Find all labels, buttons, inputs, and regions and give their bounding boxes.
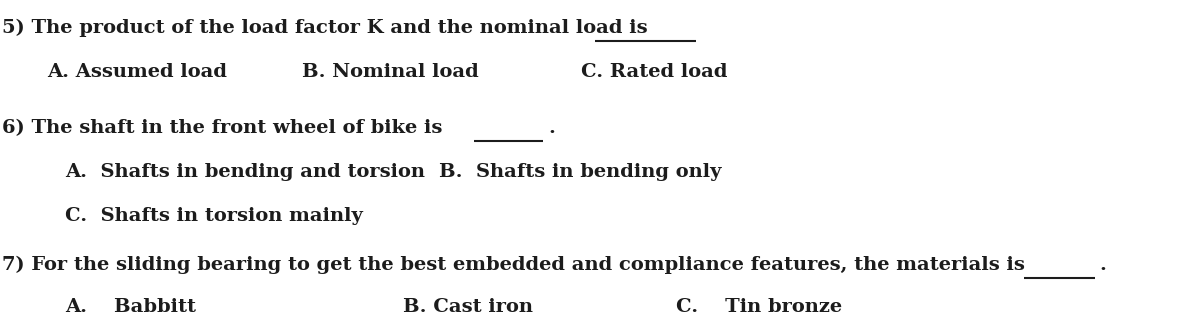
- Text: C.  Shafts in torsion mainly: C. Shafts in torsion mainly: [65, 207, 363, 225]
- Text: A.    Babbitt: A. Babbitt: [65, 298, 196, 314]
- Text: C.    Tin bronze: C. Tin bronze: [676, 298, 842, 314]
- Text: 7) For the sliding bearing to get the best embedded and compliance features, the: 7) For the sliding bearing to get the be…: [2, 256, 1025, 274]
- Text: .: .: [1099, 256, 1107, 274]
- Text: C. Rated load: C. Rated load: [581, 63, 728, 81]
- Text: 5) The product of the load factor K and the nominal load is: 5) The product of the load factor K and …: [2, 19, 648, 37]
- Text: B.  Shafts in bending only: B. Shafts in bending only: [439, 163, 721, 181]
- Text: A.  Shafts in bending and torsion: A. Shafts in bending and torsion: [65, 163, 426, 181]
- Text: A. Assumed load: A. Assumed load: [47, 63, 228, 81]
- Text: 6) The shaft in the front wheel of bike is: 6) The shaft in the front wheel of bike …: [2, 119, 442, 138]
- Text: .: .: [548, 119, 555, 138]
- Text: B. Nominal load: B. Nominal load: [302, 63, 479, 81]
- Text: B. Cast iron: B. Cast iron: [403, 298, 534, 314]
